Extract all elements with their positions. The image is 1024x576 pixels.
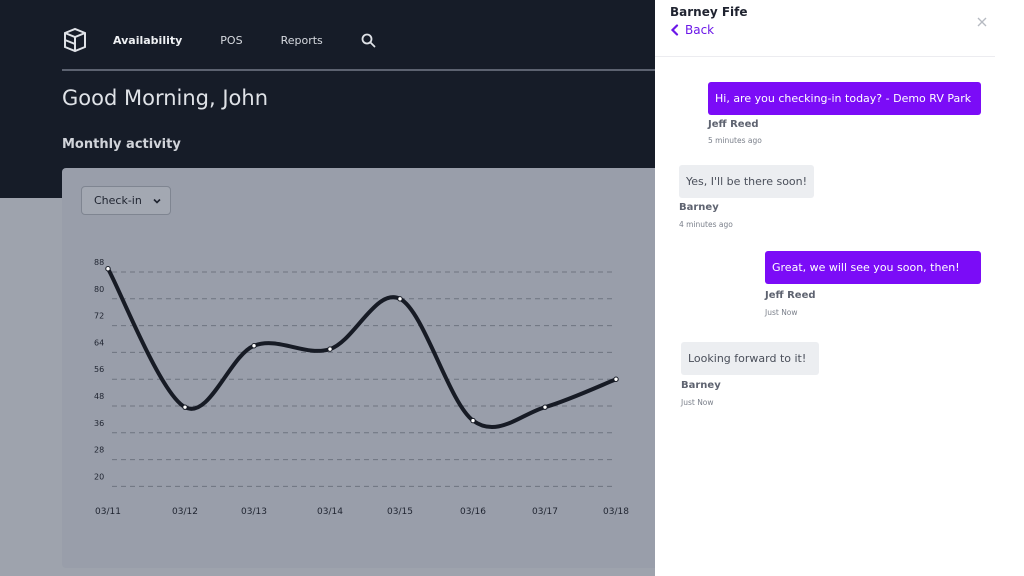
message-sender: Jeff Reed [708, 119, 759, 130]
data-point [542, 404, 548, 410]
data-point [613, 376, 619, 382]
data-point [182, 404, 188, 410]
chevron-left-icon [670, 24, 679, 36]
y-tick-label: 56 [94, 365, 104, 374]
chat-header-divider [655, 56, 995, 57]
activity-card [62, 168, 655, 568]
close-icon[interactable] [975, 15, 989, 29]
y-tick-label: 36 [94, 419, 104, 428]
y-tick-label: 48 [94, 392, 104, 401]
dashboard-background: Availability POS Reports Good Morning, J… [0, 0, 655, 576]
data-point [327, 346, 333, 352]
chat-panel: Barney Fife Back Hi, are you checking-in… [655, 0, 1024, 576]
data-point [397, 296, 403, 302]
message-sender: Jeff Reed [765, 290, 816, 301]
message-sender: Barney [681, 380, 721, 391]
page-title: Good Morning, John [62, 86, 269, 110]
series-line [106, 266, 618, 429]
y-tick-label: 88 [94, 258, 104, 267]
x-tick-label: 03/15 [387, 507, 413, 517]
y-tick-label: 72 [94, 312, 104, 321]
x-tick-label: 03/18 [603, 507, 629, 517]
message-time: 4 minutes ago [679, 220, 733, 229]
message-time: Just Now [681, 398, 714, 407]
activity-chart: 88 80 72 64 56 48 36 28 20 03/11 03/12 03/13 03/14 03… [94, 258, 629, 517]
message-bubble: Hi, are you checking-in today? - Demo RV… [708, 82, 981, 115]
data-point [470, 417, 476, 424]
data-point [105, 266, 111, 272]
y-tick-label: 80 [94, 285, 104, 294]
back-label: Back [685, 23, 715, 37]
x-tick-label: 03/12 [172, 507, 198, 517]
x-tick-label: 03/17 [532, 507, 558, 517]
section-title: Monthly activity [62, 137, 181, 152]
nav-item-availability[interactable]: Availability [113, 33, 183, 47]
top-nav: Availability POS Reports [62, 24, 376, 56]
search-icon[interactable] [361, 33, 376, 48]
y-tick-label: 20 [94, 472, 104, 481]
nav-item-reports[interactable]: Reports [280, 33, 323, 47]
chevron-down-icon [153, 198, 161, 204]
message-bubble: Great, we will see you soon, then! [765, 251, 981, 284]
x-tick-label: 03/11 [95, 507, 121, 517]
message-time: 5 minutes ago [708, 136, 762, 145]
message-bubble: Yes, I'll be there soon! [679, 165, 814, 198]
x-tick-label: 03/14 [317, 507, 343, 517]
message-bubble: Looking forward to it! [681, 342, 819, 375]
data-point [251, 343, 257, 349]
back-button[interactable]: Back [670, 23, 714, 37]
nav-divider [62, 69, 655, 71]
header-band [0, 0, 655, 198]
x-tick-label: 03/13 [241, 507, 267, 517]
cube-logo-icon[interactable] [62, 27, 88, 53]
dropdown-label: Check-in [94, 194, 142, 207]
y-tick-label: 64 [94, 338, 104, 347]
y-tick-label: 28 [94, 446, 104, 455]
message-time: Just Now [765, 308, 798, 317]
message-sender: Barney [679, 202, 719, 213]
x-tick-label: 03/16 [460, 507, 486, 517]
chat-contact-name: Barney Fife [670, 5, 748, 19]
nav-item-pos[interactable]: POS [220, 33, 243, 47]
metric-dropdown[interactable]: Check-in [81, 186, 171, 215]
